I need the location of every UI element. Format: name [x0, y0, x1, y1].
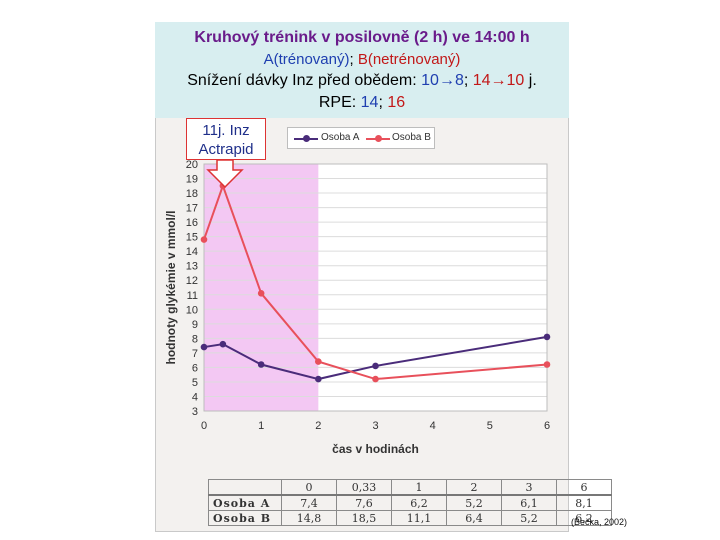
y-tick-label: 11 — [187, 290, 198, 302]
y-tick-label: 15 — [186, 232, 198, 244]
data-point-a — [219, 340, 227, 348]
data-point-b — [372, 375, 379, 383]
insulin-callout: 11j. Inz Actrapid — [186, 118, 266, 160]
chart-legend: Osoba A Osoba B — [287, 127, 435, 149]
x-tick-label: 2 — [315, 420, 321, 432]
training-period-shade — [204, 164, 319, 411]
y-tick-label: 8 — [192, 333, 198, 345]
table-row-label: Osoba B — [208, 510, 282, 526]
y-tick-label: 18 — [186, 188, 198, 200]
table-header-cell: 6 — [556, 479, 612, 496]
y-tick-label: 17 — [186, 203, 198, 215]
x-tick-label: 3 — [372, 420, 378, 432]
subtitle-rpe: RPE: 14; 16 — [155, 92, 569, 114]
table-cell: 11,1 — [391, 510, 447, 526]
table-cell: 14,8 — [281, 510, 337, 526]
x-tick-label: 1 — [258, 420, 264, 432]
legend-a-label: Osoba A — [321, 132, 360, 143]
chart-title: Kruhový trénink v posilovně (2 h) ve 14:… — [194, 29, 530, 46]
table-row: Osoba B 14,8 18,5 11,1 6,4 5,2 6,2 — [208, 510, 612, 526]
table-cell: 8,1 — [556, 494, 612, 511]
legend-a-marker — [303, 135, 310, 142]
subject-b-label: B(netrénovaný) — [357, 51, 461, 68]
rpe-b: 16 — [387, 94, 406, 111]
series-line-b — [203, 182, 548, 381]
table-cell: 7,4 — [281, 494, 337, 511]
y-tick-label: 13 — [186, 261, 198, 273]
y-tick-label: 12 — [186, 275, 198, 287]
table-cell: 5,2 — [501, 510, 557, 526]
data-point-a — [315, 375, 322, 383]
rpe-prefix: RPE: — [318, 94, 361, 111]
x-axis-title: čas v hodinách — [332, 442, 419, 456]
callout-line2: Actrapid — [198, 141, 254, 158]
data-point-b — [200, 236, 208, 243]
plot-frame — [203, 163, 548, 412]
y-tick-label: 19 — [186, 174, 198, 186]
y-tick-label: 14 — [186, 246, 198, 258]
table-header-row: 0 0,33 1 2 3 6 — [208, 479, 612, 496]
table-row-label: Osoba A — [208, 494, 282, 511]
legend-b-label: Osoba B — [392, 132, 431, 143]
source-citation: (Bečka, 2002) — [571, 517, 628, 527]
data-point-a — [200, 343, 208, 351]
x-tick-label: 6 — [544, 420, 550, 432]
y-tick-label: 16 — [186, 217, 198, 229]
table-corner — [208, 479, 282, 496]
data-point-a — [543, 333, 551, 341]
table-header-cell: 1 — [391, 479, 447, 496]
table-cell: 6,1 — [501, 494, 557, 511]
table-cell: 5,2 — [446, 494, 502, 511]
table-header-cell: 3 — [501, 479, 557, 496]
callout-arrow-icon — [206, 160, 244, 188]
dose-suffix: j. — [524, 72, 537, 89]
table-cell: 6,2 — [391, 494, 447, 511]
subtitle-subjects: A(trénovaný); B(netrénovaný) — [155, 49, 569, 70]
y-tick-label: 9 — [192, 319, 198, 331]
dose-b: 14→10 — [472, 72, 525, 89]
dose-separator: ; — [463, 72, 473, 89]
y-tick-label: 5 — [192, 377, 198, 389]
table-header-cell: 0,33 — [336, 479, 392, 496]
table-header-cell: 0 — [281, 479, 337, 496]
data-point-b — [315, 358, 322, 365]
legend-b-marker — [375, 135, 382, 142]
subject-separator: ; — [349, 51, 358, 68]
table-cell: 6,4 — [446, 510, 502, 526]
data-point-a — [257, 361, 265, 368]
y-tick-label: 4 — [192, 391, 198, 403]
table-header-cell: 2 — [446, 479, 502, 496]
rpe-separator: ; — [378, 94, 388, 111]
x-tick-label: 0 — [201, 420, 207, 432]
x-tick-label: 5 — [487, 420, 493, 432]
table-cell: 7,6 — [336, 494, 392, 511]
data-point-b — [543, 361, 551, 368]
table-row: Osoba A 7,4 7,6 6,2 5,2 6,1 8,1 — [208, 494, 612, 511]
dose-a: 10→8 — [421, 72, 464, 89]
rpe-a: 14 — [360, 94, 379, 111]
y-tick-label: 3 — [192, 406, 198, 418]
y-tick-label: 10 — [186, 304, 198, 316]
y-tick-label: 6 — [192, 362, 198, 374]
data-point-b — [257, 290, 265, 297]
subtitle-dose: Snížení dávky Inz před obědem: 10→8; 14→… — [155, 70, 569, 92]
x-tick-label: 4 — [430, 420, 436, 432]
data-table: 0 0,33 1 2 3 6 Osoba A 7,4 7,6 6,2 5,2 6… — [208, 479, 612, 526]
table-cell: 18,5 — [336, 510, 392, 526]
subject-a-label: A(trénovaný) — [263, 51, 350, 68]
dose-prefix: Snížení dávky Inz před obědem: — [187, 72, 422, 89]
title-box: Kruhový trénink v posilovně (2 h) ve 14:… — [155, 22, 569, 118]
y-tick-label: 20 — [186, 159, 198, 171]
y-tick-label: 7 — [192, 348, 198, 360]
y-axis-title: hodnoty glykémie v mmol/l — [164, 210, 178, 364]
callout-line1: 11j. Inz — [202, 122, 250, 139]
table-cell: 6,2 — [556, 510, 612, 526]
data-point-a — [372, 362, 379, 370]
